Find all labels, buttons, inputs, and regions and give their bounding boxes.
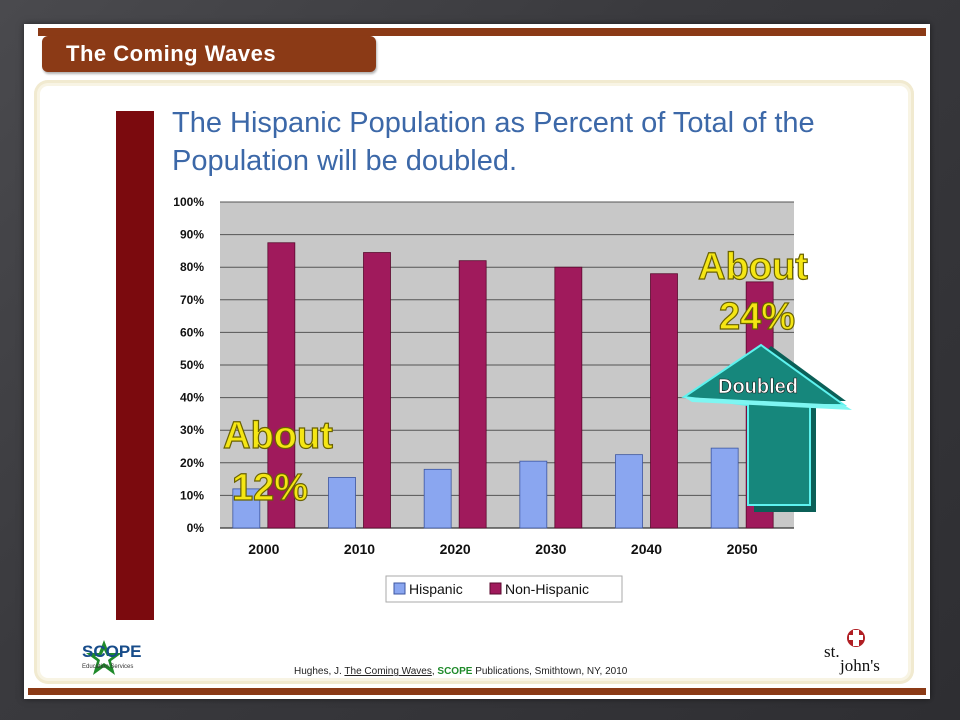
annotation-right-about: About	[698, 246, 808, 288]
citation-title: The Coming Waves	[344, 666, 432, 677]
scope-logo-subtext: Education Services	[82, 664, 134, 670]
y-tick-label: 50%	[180, 358, 204, 372]
bar-hispanic-2030	[519, 460, 548, 529]
citation-rest: Publications, Smithtown, NY, 2010	[472, 666, 628, 677]
arrow-highlight	[684, 397, 852, 410]
legend-label-non-hispanic: Non-Hispanic	[505, 581, 589, 597]
citation-author: Hughes, J.	[294, 666, 345, 677]
x-tick-label: 2020	[440, 541, 471, 557]
bar-hispanic-2050	[710, 447, 739, 529]
x-tick-label: 2030	[535, 541, 566, 557]
y-tick-label: 60%	[180, 325, 204, 339]
st-johns-logo-line2: john's	[840, 656, 880, 675]
legend-box	[385, 575, 623, 603]
x-tick-label: 2010	[344, 541, 375, 557]
bar-non-hispanic-2030	[554, 266, 583, 529]
y-tick-label: 80%	[180, 260, 204, 274]
bar-non-hispanic-2040	[650, 273, 678, 529]
bar-non-hispanic-2020	[458, 260, 487, 529]
bar-non-hispanic-2000	[267, 242, 296, 529]
citation: Hughes, J. The Coming Waves, SCOPE Publi…	[294, 666, 627, 677]
annotation-right-value: 24%	[719, 296, 795, 338]
y-tick-label: 40%	[180, 391, 204, 405]
bar-hispanic-2010	[328, 477, 356, 529]
annotation-left-value: 12%	[232, 467, 308, 509]
x-tick-label: 2050	[727, 541, 758, 557]
annotation-left-about: About	[223, 415, 333, 457]
bottom-rule	[28, 688, 926, 695]
y-tick-label: 10%	[180, 488, 204, 502]
left-accent-bar	[116, 111, 154, 620]
scope-logo-text: SCOPE	[82, 642, 142, 661]
bar-hispanic-2020	[423, 468, 452, 529]
y-tick-label: 100%	[173, 195, 204, 209]
citation-publisher: SCOPE	[437, 666, 473, 677]
legend: Hispanic Non-Hispanic	[385, 575, 623, 603]
slide: The Coming Waves The Hispanic Population…	[24, 24, 930, 699]
bar-hispanic-2000	[232, 488, 261, 529]
x-tick-label: 2040	[631, 541, 662, 557]
top-rule	[38, 28, 926, 36]
x-tick-label: 2000	[248, 541, 279, 557]
y-tick-label: 20%	[180, 456, 204, 470]
st-johns-crest-icon	[847, 629, 865, 647]
y-tick-label: 90%	[180, 228, 204, 242]
arrow-body	[681, 343, 848, 506]
legend-swatch-non-hispanic	[489, 582, 502, 595]
legend-label-hispanic: Hispanic	[409, 581, 463, 597]
y-tick-label: 0%	[187, 521, 205, 535]
bar-non-hispanic-2010	[363, 252, 391, 529]
scope-star-icon	[86, 640, 122, 675]
chart-heading: The Hispanic Population as Percent of To…	[172, 107, 815, 177]
citation-sep: ,	[431, 666, 438, 677]
y-tick-label: 30%	[180, 423, 204, 437]
bar-chart: 0% 10% 20% 30% 40% 50% 60% 70% 80% 90% 100% 2000 201…	[173, 195, 852, 603]
bar-hispanic-2040	[615, 454, 643, 529]
legend-swatch-hispanic	[393, 582, 406, 595]
doubled-label: Doubled	[718, 376, 798, 398]
slide-title: The Coming Waves	[42, 36, 376, 72]
doubled-arrow-icon	[681, 343, 852, 512]
st-johns-logo-line1: st.	[824, 642, 840, 661]
y-tick-label: 70%	[180, 293, 204, 307]
